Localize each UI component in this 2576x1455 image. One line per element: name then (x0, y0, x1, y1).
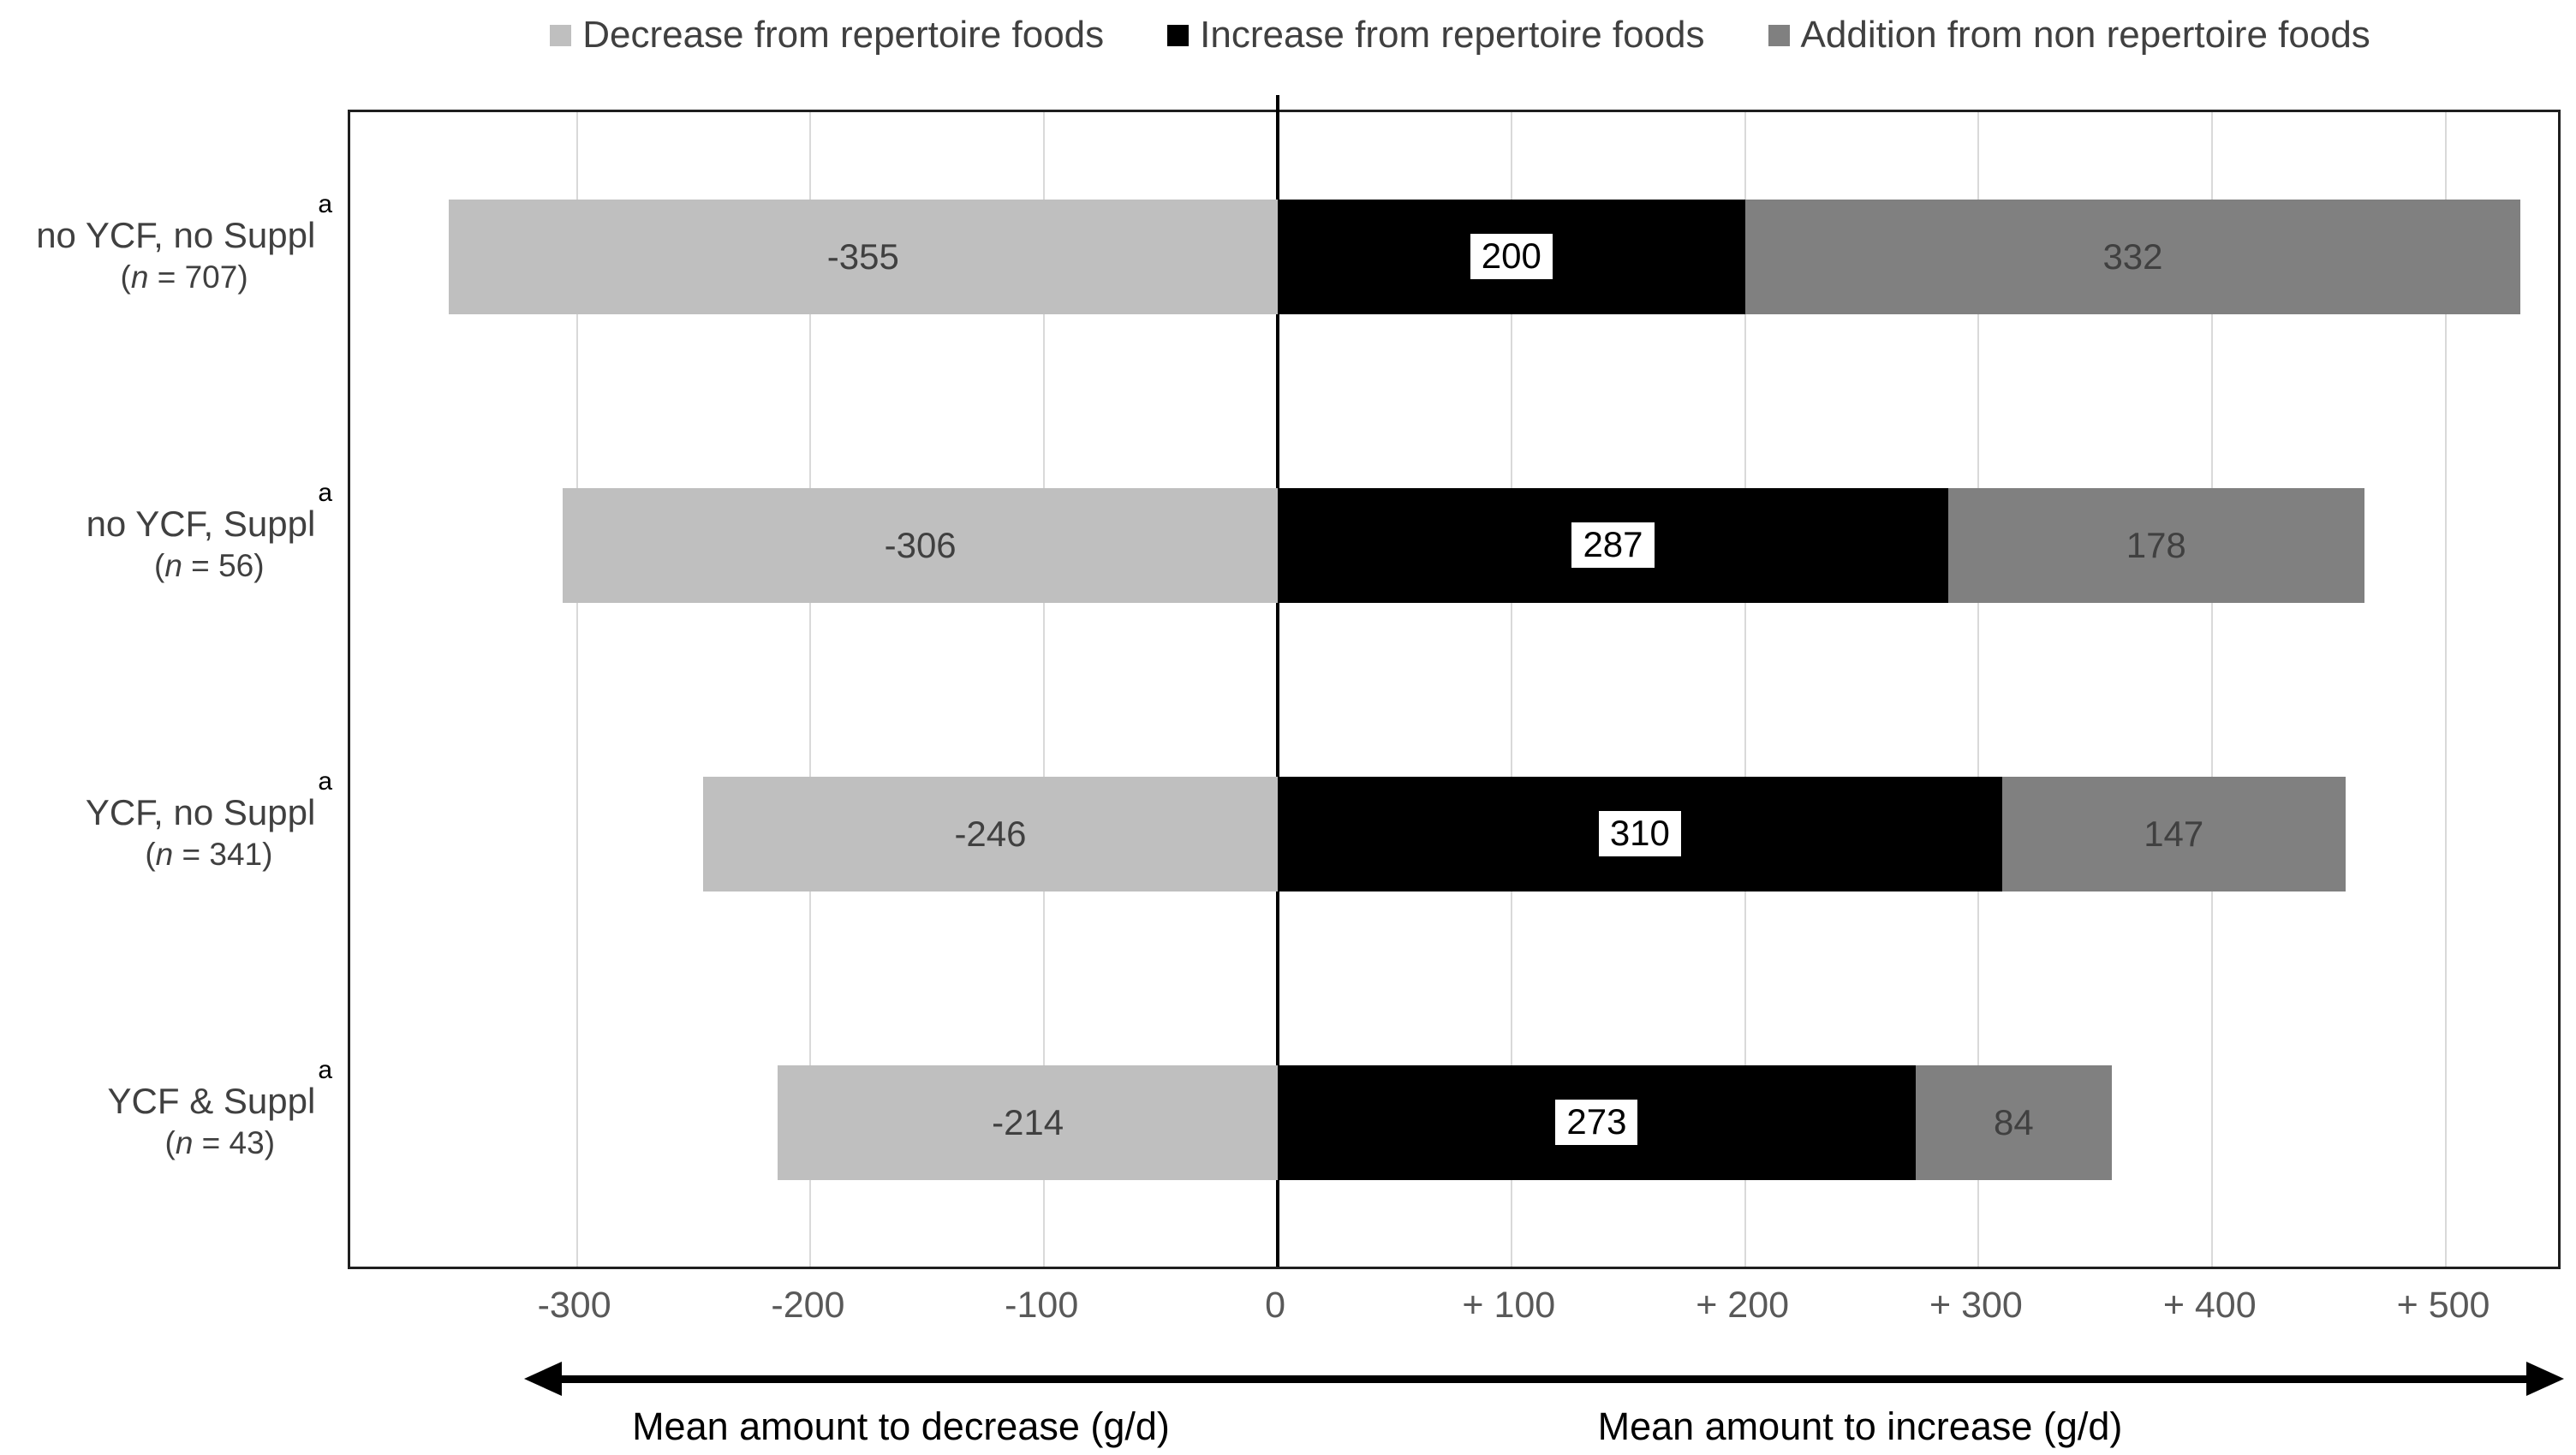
category-n-count: (n = 707) (120, 259, 248, 295)
category-label-row-3: YCF, no Suppla (n = 341) (0, 687, 337, 975)
category-label-row-1: no YCF, no Suppla (n = 707) (0, 110, 337, 398)
category-name: YCF, no Suppl (85, 791, 316, 832)
bar-segment-increase: 273 (1278, 1064, 1916, 1180)
bar-value-label: 310 (1598, 811, 1681, 856)
bar-value-label: 332 (2102, 236, 2163, 277)
legend-label: Addition from non repertoire foods (1800, 14, 2370, 56)
x-axis-tick-label: 0 (1265, 1285, 1285, 1326)
stacked-bar: -214 273 84 (350, 1064, 2558, 1180)
gridline (2211, 112, 2214, 1267)
stacked-bar: -355 200 332 (350, 199, 2558, 314)
bar-segment-increase: 200 (1278, 199, 1745, 314)
x-axis-title-increase: Mean amount to increase (g/d) (1597, 1404, 2123, 1448)
chart-legend: Decrease from repertoire foods Increase … (360, 9, 2561, 62)
bar-segment-addition: 178 (1947, 487, 2364, 603)
gridline (2445, 112, 2448, 1267)
bar-value-label: -246 (954, 813, 1027, 854)
gridline (1510, 112, 1512, 1267)
category-name: no YCF, no Suppl (36, 214, 316, 255)
category-name: YCF & Suppl (107, 1080, 316, 1121)
plot-area: -355 200 332 -306 287 178 -246 310 147 -… (348, 95, 2561, 1269)
bar-value-label: 287 (1571, 522, 1655, 568)
bar-value-label: 178 (2126, 524, 2186, 565)
zero-axis-line (1276, 95, 1280, 1267)
bar-value-label: 84 (1993, 1101, 2034, 1142)
gridline (1744, 112, 1746, 1267)
gridline (1977, 112, 1980, 1267)
x-axis-tick-label: -100 (1005, 1285, 1079, 1326)
x-axis-title-decrease: Mean amount to decrease (g/d) (632, 1404, 1170, 1448)
x-axis-arrow (524, 1362, 2564, 1396)
x-axis-tick-label: + 400 (2162, 1285, 2257, 1326)
bar-segment-decrease: -306 (563, 487, 1279, 603)
legend-label: Decrease from repertoire foods (582, 14, 1105, 56)
bar-value-label: -355 (826, 236, 899, 277)
legend-swatch-increase-icon (1167, 24, 1190, 46)
category-label-row-4: YCF & Suppla (n = 43) (0, 975, 337, 1264)
x-axis-tick-labels: -300 -200 -100 0 + 100 + 200 + 300 + 400 + 500 (348, 1285, 2555, 1333)
x-axis-tick-label: -300 (537, 1285, 611, 1326)
bar-segment-addition: 332 (1744, 199, 2521, 314)
legend-item-addition: Addition from non repertoire foods (1768, 14, 2370, 57)
stacked-bar: -306 287 178 (350, 487, 2558, 603)
bar-row-2: -306 287 178 (350, 401, 2558, 689)
legend-swatch-decrease-icon (550, 24, 572, 46)
x-axis-tick-label: + 200 (1696, 1285, 1790, 1326)
legend-item-decrease: Decrease from repertoire foods (550, 14, 1104, 57)
bar-row-1: -355 200 332 (350, 112, 2558, 401)
bar-segment-increase: 287 (1278, 487, 1948, 603)
category-n-count: (n = 43) (164, 1125, 276, 1161)
legend-swatch-addition-icon (1768, 24, 1790, 46)
category-n-count: (n = 56) (154, 548, 265, 584)
footnote-marker: a (318, 189, 332, 218)
bar-segment-addition: 84 (1915, 1064, 2112, 1180)
bar-row-4: -214 273 84 (350, 978, 2558, 1267)
gridline (809, 112, 812, 1267)
x-axis-tick-label: + 300 (1929, 1285, 2023, 1326)
footnote-marker: a (318, 478, 332, 507)
category-n-count: (n = 341) (145, 837, 273, 873)
category-label-row-2: no YCF, Suppla (n = 56) (0, 398, 337, 687)
bar-segment-increase: 310 (1278, 776, 2002, 891)
y-axis-category-labels: no YCF, no Suppla (n = 707) no YCF, Supp… (0, 110, 337, 1264)
bar-value-label: -214 (992, 1101, 1064, 1142)
bar-value-label: -306 (884, 524, 957, 565)
footnote-marker: a (318, 766, 332, 796)
bar-value-label: 147 (2144, 813, 2204, 854)
legend-item-increase: Increase from repertoire foods (1167, 14, 1705, 57)
bar-value-label: 200 (1470, 234, 1553, 279)
gridlines (350, 112, 2558, 1267)
gridline (1043, 112, 1046, 1267)
bar-row-3: -246 310 147 (350, 689, 2558, 978)
gridline (575, 112, 578, 1267)
bar-segment-decrease: -355 (448, 199, 1279, 314)
footnote-marker: a (318, 1055, 332, 1084)
stacked-bar: -246 310 147 (350, 776, 2558, 891)
legend-label: Increase from repertoire foods (1200, 14, 1705, 56)
arrow-right-icon (2526, 1362, 2564, 1396)
x-axis-tick-label: -200 (771, 1285, 845, 1326)
category-name: no YCF, Suppl (86, 503, 316, 544)
bar-segment-decrease: -246 (702, 776, 1279, 891)
bar-segment-decrease: -214 (778, 1064, 1279, 1180)
arrow-line (546, 1375, 2542, 1383)
bar-value-label: 273 (1555, 1100, 1638, 1145)
bar-segment-addition: 147 (2001, 776, 2346, 891)
x-axis-tick-label: + 500 (2396, 1285, 2490, 1326)
x-axis-tick-label: + 100 (1462, 1285, 1556, 1326)
